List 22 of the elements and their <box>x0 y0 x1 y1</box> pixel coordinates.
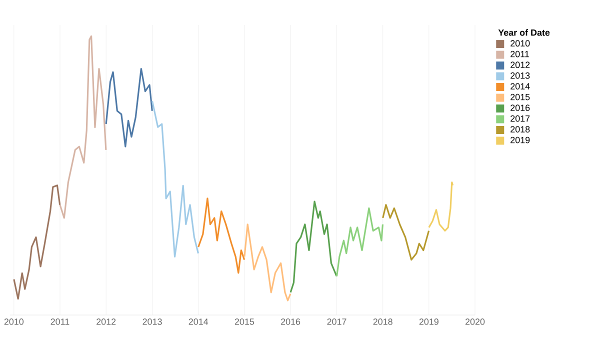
legend-label: 2016 <box>510 104 530 111</box>
x-tick-label: 2013 <box>142 318 162 325</box>
legend-label: 2018 <box>510 126 530 132</box>
legend-label: 2019 <box>510 136 530 144</box>
legend-label: 2013 <box>510 72 530 79</box>
x-tick-label: 2010 <box>4 318 24 325</box>
x-tick-label: 2020 <box>465 318 485 325</box>
x-tick-label: 2019 <box>419 318 438 325</box>
legend-label: 2014 <box>510 83 530 90</box>
x-tick-label: 2014 <box>188 318 208 325</box>
legend-label: 2017 <box>510 115 530 122</box>
x-tick-label: 2012 <box>96 318 116 325</box>
x-tick-label: 2017 <box>327 318 346 325</box>
legend-label: 2010 <box>510 40 530 47</box>
legend-title: Year of Date <box>498 29 550 36</box>
legend-label: 2012 <box>510 62 530 68</box>
x-tick-label: 2011 <box>50 318 70 325</box>
x-tick-label: 2018 <box>373 318 392 325</box>
x-tick-label: 2016 <box>281 318 300 325</box>
x-tick-label: 2015 <box>234 318 254 325</box>
legend-label: 2015 <box>510 94 530 100</box>
legend-label: 2011 <box>510 50 529 58</box>
